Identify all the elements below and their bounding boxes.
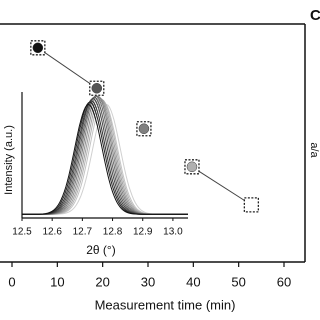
inset-x-tick-label: 12.9: [133, 227, 153, 238]
inset-x-label: 2θ (°): [86, 243, 115, 257]
inset-x-tick-label: 12.6: [42, 227, 62, 238]
data-point: [91, 83, 103, 94]
x-tick-label: 20: [95, 274, 109, 289]
x-axis-label: Measurement time (min): [95, 297, 236, 312]
x-tick-label: 10: [50, 274, 64, 289]
x-tick-label: 0: [8, 274, 15, 289]
y2-label: a/a: [308, 142, 320, 158]
data-point: [246, 199, 257, 210]
inset-x-tick-label: 12.8: [103, 227, 123, 238]
panel-label: C: [310, 7, 320, 24]
inset-x-tick-label: 12.7: [73, 227, 93, 238]
x-tick-label: 60: [277, 274, 291, 289]
x-tick-label: 30: [141, 274, 155, 289]
data-point: [186, 161, 198, 173]
inset-y-label: Intensity (a.u.): [3, 125, 15, 195]
data-point: [32, 42, 44, 54]
inset-x-tick-label: 13.0: [163, 227, 183, 238]
x-tick-label: 50: [231, 274, 245, 289]
x-tick-label: 40: [186, 274, 200, 289]
data-point: [138, 123, 150, 134]
inset-x-tick-label: 12.5: [12, 227, 32, 238]
peak-curve: [22, 103, 188, 215]
